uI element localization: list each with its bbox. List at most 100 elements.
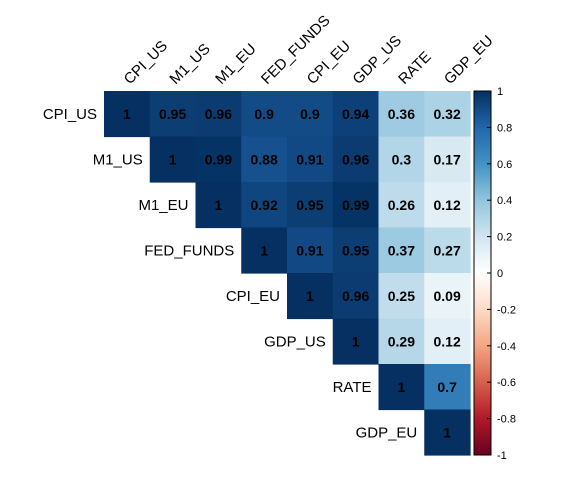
heatmap-cell bbox=[424, 318, 471, 365]
colorbar-tick-label: 0.6 bbox=[497, 159, 512, 171]
heatmap-cell bbox=[287, 136, 334, 183]
column-label: GDP_EU bbox=[441, 32, 497, 88]
cell-value-label: 0.26 bbox=[388, 197, 415, 213]
row-label: RATE bbox=[333, 379, 372, 396]
heatmap-cell bbox=[195, 182, 242, 229]
cell-value-label: 0.09 bbox=[434, 288, 461, 304]
cell-value-label: 1 bbox=[169, 151, 177, 167]
colorbar-tick-label: 0.8 bbox=[497, 122, 512, 134]
heatmap-cell bbox=[332, 91, 380, 138]
heatmap-cell bbox=[378, 273, 425, 320]
cell-value-label: 0.95 bbox=[159, 106, 186, 122]
colorbar-tick-label: 0.4 bbox=[497, 195, 512, 207]
heatmap-cell bbox=[424, 273, 471, 320]
heatmap-cell bbox=[424, 136, 471, 183]
colorbar-tick-label: -0.2 bbox=[497, 304, 516, 316]
heatmap-cell bbox=[241, 91, 288, 138]
heatmap-cell bbox=[378, 182, 425, 229]
cell-value-label: 1 bbox=[352, 333, 360, 349]
heatmap-cell bbox=[287, 91, 334, 138]
row-label: GDP_EU bbox=[356, 424, 418, 441]
colorbar-tick-label: -0.6 bbox=[497, 377, 516, 389]
cell-value-label: 1 bbox=[443, 424, 451, 440]
heatmap-cell bbox=[287, 227, 334, 274]
colorbar-tick-label: -0.4 bbox=[497, 341, 516, 353]
cell-value-label: 0.99 bbox=[342, 197, 369, 213]
heatmap-cell bbox=[241, 136, 288, 183]
cell-value-label: 0.12 bbox=[434, 333, 461, 349]
heatmap-cell bbox=[424, 91, 471, 138]
column-labels: CPI_USM1_USM1_EUFED_FUNDSCPI_EUGDP_USRAT… bbox=[121, 12, 497, 88]
cell-value-label: 0.96 bbox=[342, 151, 369, 167]
cell-value-label: 0.96 bbox=[205, 106, 232, 122]
column-label: CPI_US bbox=[121, 37, 171, 87]
cell-value-label: 0.95 bbox=[342, 242, 369, 258]
heatmap-cell bbox=[332, 136, 380, 183]
heatmap-cell bbox=[287, 182, 334, 229]
heatmap-cell bbox=[424, 182, 471, 229]
column-label: M1_EU bbox=[212, 40, 259, 87]
cell-value-label: 0.25 bbox=[388, 288, 415, 304]
cell-value-label: 0.9 bbox=[254, 106, 274, 122]
cell-value-label: 0.9 bbox=[300, 106, 320, 122]
column-label: GDP_US bbox=[349, 32, 405, 88]
heatmap-cell bbox=[378, 364, 425, 411]
heatmap-cell bbox=[424, 227, 471, 274]
heatmap-cell bbox=[149, 136, 197, 183]
heatmap-cell bbox=[378, 227, 425, 274]
heatmap-cell bbox=[104, 91, 151, 138]
cell-value-label: 0.29 bbox=[388, 333, 415, 349]
row-label: M1_EU bbox=[138, 197, 188, 214]
heatmap-cell bbox=[149, 91, 197, 138]
cell-value-label: 1 bbox=[123, 106, 131, 122]
row-label: M1_US bbox=[93, 151, 143, 168]
heatmap-cell bbox=[332, 182, 380, 229]
heatmap-cells: 1 0.95 0.96 0.9 0.9 0.94 0.36 0.32 1 0.99 0.88 0.91… bbox=[104, 91, 471, 456]
cell-value-label: 1 bbox=[260, 242, 268, 258]
cell-value-label: 0.91 bbox=[296, 242, 323, 258]
colorbar-tick-label: -1 bbox=[497, 450, 507, 462]
cell-value-label: 0.32 bbox=[434, 106, 461, 122]
heatmap-cell bbox=[195, 136, 242, 183]
heatmap-cell bbox=[378, 136, 425, 183]
cell-value-label: 0.17 bbox=[434, 151, 461, 167]
cell-value-label: 0.3 bbox=[392, 151, 412, 167]
heatmap-cell bbox=[378, 318, 425, 365]
colorbar-tick-label: 0.2 bbox=[497, 232, 512, 244]
row-label: FED_FUNDS bbox=[144, 242, 234, 259]
cell-value-label: 1 bbox=[306, 288, 314, 304]
cell-value-label: 0.92 bbox=[251, 197, 278, 213]
colorbar-tick-label: 1 bbox=[497, 86, 503, 98]
cell-value-label: 0.88 bbox=[251, 151, 278, 167]
heatmap-cell bbox=[424, 364, 471, 411]
row-labels: CPI_US M1_US M1_EU FED_FUNDS CPI_EU GDP_US RAT… bbox=[43, 106, 417, 442]
heatmap-cell bbox=[332, 227, 380, 274]
cell-value-label: 0.99 bbox=[205, 151, 232, 167]
cell-value-label: 1 bbox=[214, 197, 222, 213]
cell-value-label: 0.91 bbox=[296, 151, 323, 167]
row-label: CPI_US bbox=[43, 106, 97, 123]
colorbar-tick-label: -0.8 bbox=[497, 414, 516, 426]
cell-value-label: 0.36 bbox=[388, 106, 415, 122]
heatmap-cell bbox=[287, 273, 334, 320]
cell-value-label: 0.37 bbox=[388, 242, 415, 258]
heatmap-cell bbox=[424, 409, 471, 456]
cell-value-label: 0.12 bbox=[434, 197, 461, 213]
heatmap-cell bbox=[241, 227, 288, 274]
cell-value-label: 0.7 bbox=[437, 379, 457, 395]
heatmap-cell bbox=[241, 182, 288, 229]
heatmap-cell bbox=[332, 273, 380, 320]
cell-value-label: 0.94 bbox=[342, 106, 369, 122]
heatmap-cell bbox=[332, 318, 380, 365]
cell-value-label: 0.95 bbox=[296, 197, 323, 213]
cell-value-label: 0.96 bbox=[342, 288, 369, 304]
column-label: M1_US bbox=[166, 40, 213, 87]
cell-value-label: 1 bbox=[397, 379, 405, 395]
colorbar-tick-label: 0 bbox=[497, 268, 503, 280]
cell-value-label: 0.27 bbox=[434, 242, 461, 258]
column-label: RATE bbox=[395, 48, 435, 88]
heatmap-cell bbox=[378, 91, 425, 138]
colorbar: 1 0.8 0.6 0.4 0.2 0 -0.2 -0.4 -0.6 -0.8 -1 bbox=[473, 86, 516, 462]
row-label: GDP_US bbox=[264, 333, 326, 350]
